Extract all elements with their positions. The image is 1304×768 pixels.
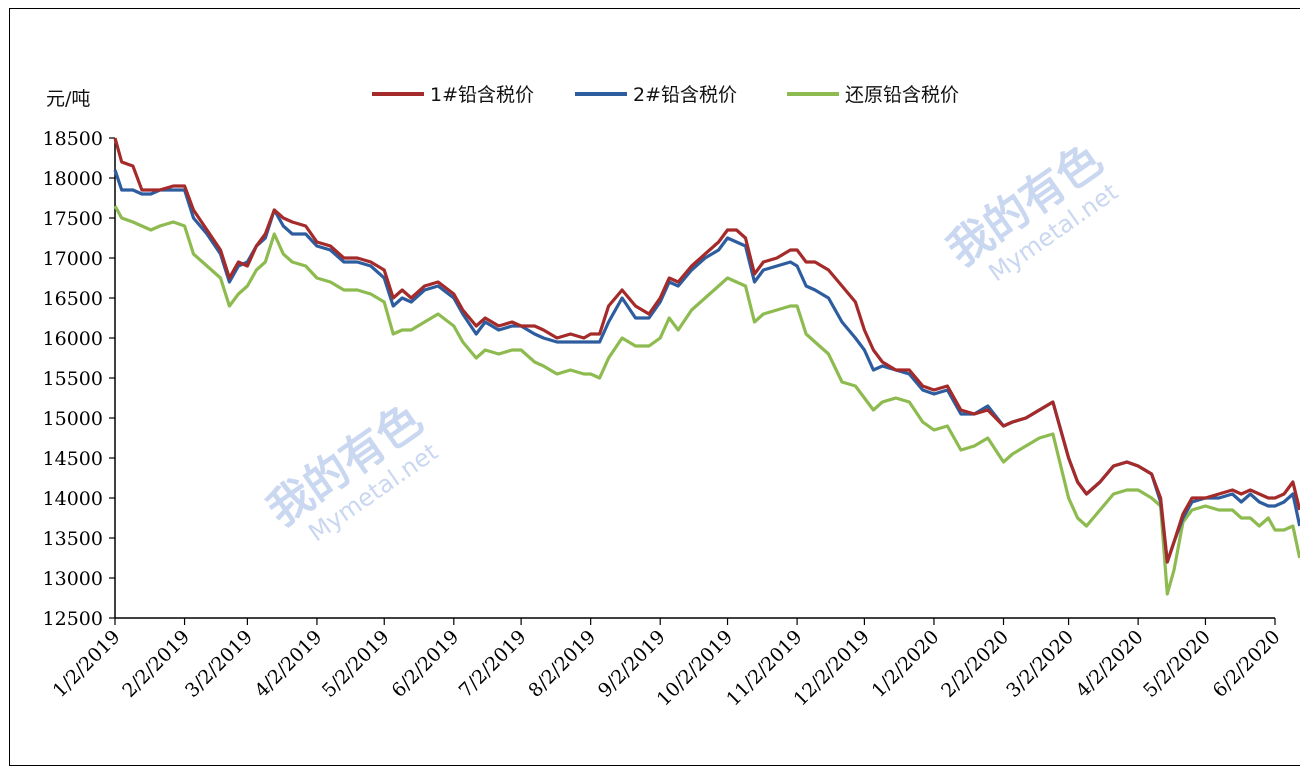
chart-canvas: 我的有色 Mymetal.net 我的有色 Mymetal.net 元/吨 1#… [43,84,1300,710]
series-line-3 [113,205,1300,596]
legend: 1#铅含税价 2#铅含税价 还原铅含税价 [372,84,959,106]
x-tick-label: 4/2/2019 [251,626,327,702]
legend-label-1: 1#铅含税价 [430,84,534,106]
x-tick-label: 8/2/2019 [524,626,600,702]
x-tick-label: 6/2/2019 [387,626,463,702]
x-tick-label: 6/2/2020 [1209,626,1285,702]
y-tick-label: 12500 [43,608,103,630]
x-tick-label: 1/2/2019 [49,626,125,702]
series-line-1 [113,137,1300,564]
x-tick-label: 4/2/2020 [1072,626,1148,702]
x-tick-label: 7/2/2019 [455,626,531,702]
legend-label-2: 2#铅含税价 [633,84,737,106]
y-tick-label: 15500 [43,368,103,390]
x-tick-label: 5/2/2020 [1139,626,1215,702]
watermark-2: 我的有色 Mymetal.net [938,134,1123,287]
chart-frame: 我的有色 Mymetal.net 我的有色 Mymetal.net 元/吨 1#… [9,8,1300,766]
y-tick-label: 13000 [43,568,103,590]
x-tick-label: 5/2/2019 [318,626,394,702]
y-tick-label: 14000 [43,488,103,510]
watermarks: 我的有色 Mymetal.net 我的有色 Mymetal.net [258,134,1123,547]
x-tick-label: 3/2/2019 [181,626,257,702]
x-tick-label: 2/2/2019 [118,626,194,702]
legend-label-3: 还原铅含税价 [845,84,959,106]
x-tick-label: 2/2/2020 [937,626,1013,702]
y-tick-label: 15000 [43,408,103,430]
y-tick-label: 17500 [43,208,103,230]
y-tick-label: 18000 [43,168,103,190]
y-axis-unit-label: 元/吨 [46,88,90,110]
y-tick-label: 13500 [43,528,103,550]
y-axis: 12500 13000 13500 14000 14500 15000 15500 16000… [43,128,116,630]
y-tick-label: 14500 [43,448,103,470]
x-tick-label: 3/2/2020 [1002,626,1078,702]
y-tick-label: 17000 [43,248,103,270]
y-tick-label: 16500 [43,288,103,310]
x-axis: 1/2/20192/2/20193/2/20194/2/20195/2/2019… [49,617,1285,710]
y-tick-label: 18500 [43,128,103,150]
watermark-1: 我的有色 Mymetal.net [258,394,443,547]
y-tick-label: 16000 [43,328,103,350]
series-group [113,137,1300,596]
x-tick-label: 1/2/2020 [868,626,944,702]
